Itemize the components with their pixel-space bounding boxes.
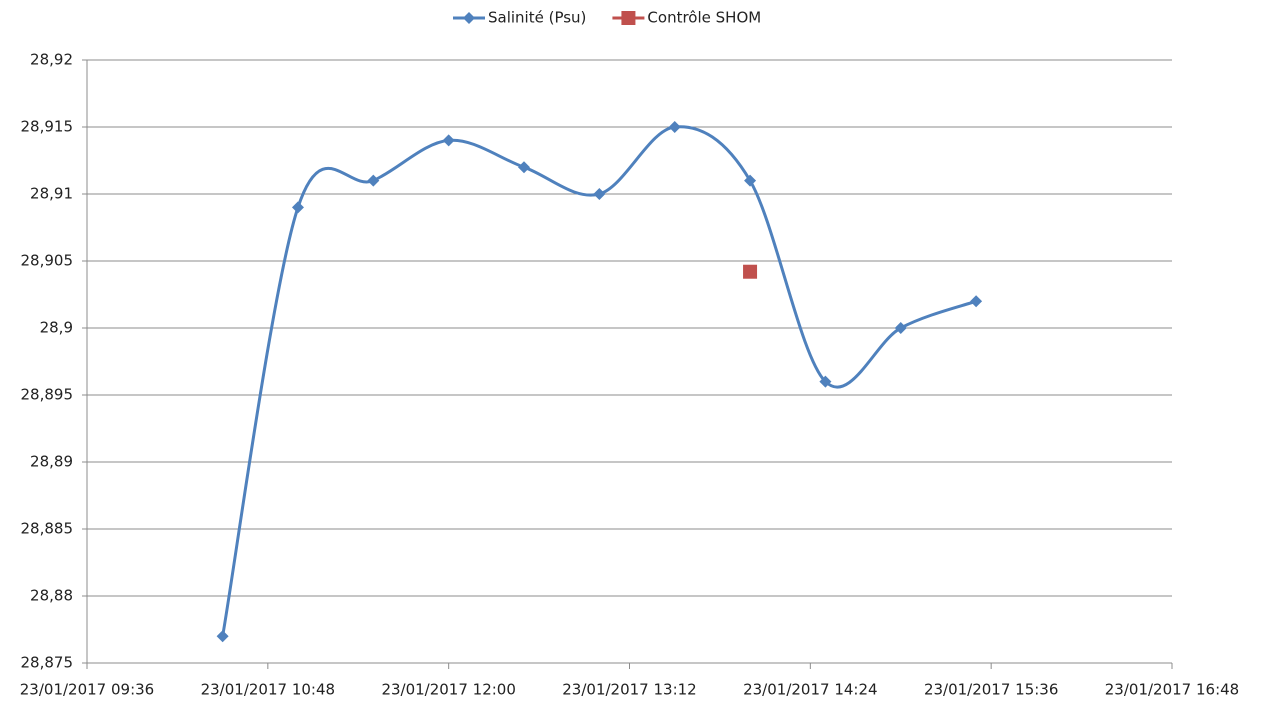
x-tick-label: 23/01/2017 13:12 [562, 681, 696, 699]
marker [291, 201, 304, 214]
y-tick-label: 28,875 [21, 654, 74, 672]
marker [216, 630, 229, 643]
y-tick-label: 28,92 [30, 51, 73, 69]
x-tick-label: 23/01/2017 10:48 [201, 681, 335, 699]
x-tick-label: 23/01/2017 14:24 [743, 681, 877, 699]
y-tick-label: 28,9 [40, 319, 73, 337]
marker [442, 134, 455, 147]
marker [593, 188, 606, 200]
marker [668, 121, 681, 133]
y-tick-label: 28,885 [21, 520, 74, 538]
marker [743, 264, 758, 279]
marker [894, 322, 907, 334]
marker [744, 174, 757, 187]
y-tick-label: 28,915 [21, 118, 74, 136]
marker [367, 174, 380, 187]
legend-marker [621, 11, 636, 25]
marker [819, 375, 832, 388]
y-tick-label: 28,895 [21, 386, 74, 404]
x-tick-label: 23/01/2017 09:36 [20, 681, 154, 699]
marker [970, 295, 983, 308]
y-tick-label: 28,91 [30, 185, 73, 203]
x-tick-label: 23/01/2017 16:48 [1105, 681, 1239, 699]
legend-label: Salinité (Psu) [488, 9, 586, 27]
series-line [221, 125, 977, 637]
y-tick-label: 28,905 [21, 252, 74, 270]
y-tick-label: 28,88 [30, 587, 73, 605]
y-tick-label: 28,89 [30, 453, 73, 471]
x-tick-label: 23/01/2017 15:36 [924, 681, 1058, 699]
marker [518, 161, 531, 174]
legend-marker [463, 12, 475, 24]
legend-label: Contrôle SHOM [647, 9, 761, 27]
x-tick-label: 23/01/2017 12:00 [381, 681, 515, 699]
